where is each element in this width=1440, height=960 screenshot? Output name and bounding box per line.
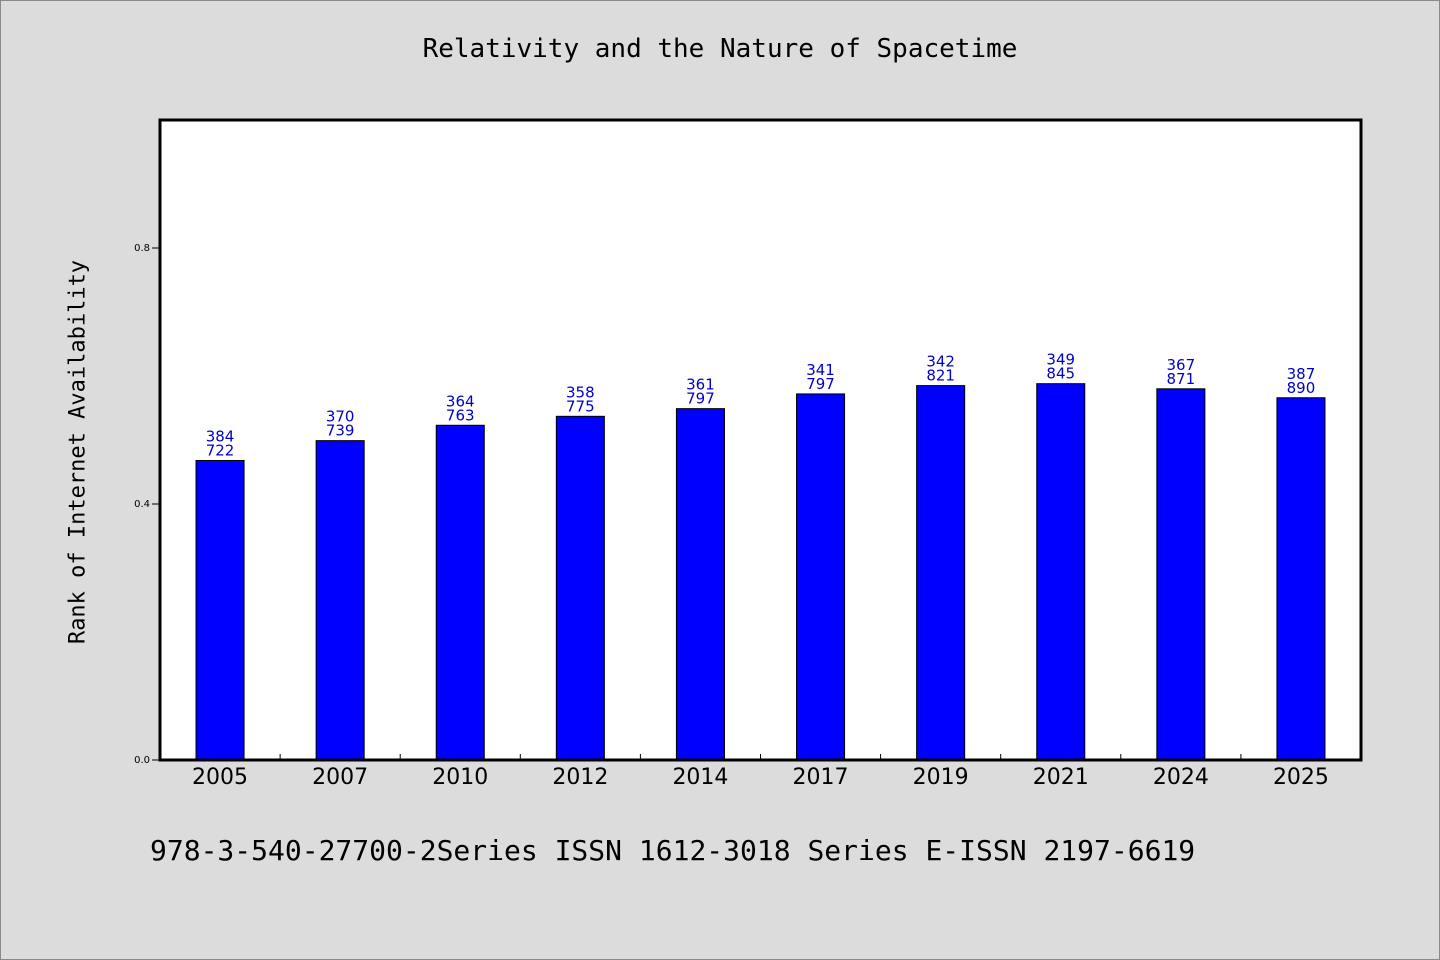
x-category-label: 2021 [1033, 765, 1089, 790]
bar [555, 415, 605, 761]
data-label-top: 387 [1287, 365, 1316, 383]
data-label-top: 367 [1167, 356, 1196, 374]
chart-title: Relativity and the Nature of Spacetime [422, 34, 1018, 64]
data-label-top: 384 [206, 427, 235, 445]
data-label-bottom: 845 [1046, 365, 1075, 383]
data-label-bottom: 775 [566, 397, 595, 415]
bar [796, 393, 846, 761]
data-label-top: 342 [926, 353, 955, 371]
bar [1156, 388, 1206, 761]
data-label-top: 370 [326, 408, 355, 426]
x-category-label: 2014 [672, 765, 728, 790]
data-label-top: 364 [446, 392, 475, 410]
data-label-top: 341 [806, 361, 835, 379]
x-category-label: 2005 [192, 765, 248, 790]
data-label-top: 361 [686, 376, 715, 394]
bar [1036, 383, 1086, 761]
y-tick-label: 0.8 [134, 243, 150, 254]
data-label-bottom: 821 [926, 367, 955, 385]
data-label-bottom: 797 [686, 390, 715, 408]
data-label-bottom: 739 [326, 422, 355, 440]
data-label-top: 349 [1046, 351, 1075, 369]
bar [435, 424, 485, 761]
x-category-label: 2007 [312, 765, 368, 790]
footer-isbn-text: 978-3-540-27700-2Series ISSN 1612-3018 S… [150, 834, 1196, 867]
bar [195, 459, 245, 761]
data-label-bottom: 890 [1287, 379, 1316, 397]
y-tick-label: 0.4 [134, 499, 150, 510]
bar [315, 440, 365, 761]
data-label-bottom: 797 [806, 375, 835, 393]
data-label-top: 358 [566, 383, 595, 401]
x-category-label: 2012 [552, 765, 608, 790]
data-label-bottom: 871 [1167, 370, 1196, 388]
x-category-label: 2019 [913, 765, 969, 790]
bar [1276, 397, 1326, 761]
data-label-bottom: 722 [206, 441, 235, 459]
data-label-bottom: 763 [446, 406, 475, 424]
bar [675, 408, 725, 761]
x-category-label: 2025 [1273, 765, 1329, 790]
x-category-label: 2010 [432, 765, 488, 790]
y-tick-label: 0.0 [134, 755, 150, 766]
x-category-label: 2024 [1153, 765, 1209, 790]
x-category-label: 2017 [793, 765, 849, 790]
bar [916, 385, 966, 761]
plot-border [158, 118, 1363, 762]
